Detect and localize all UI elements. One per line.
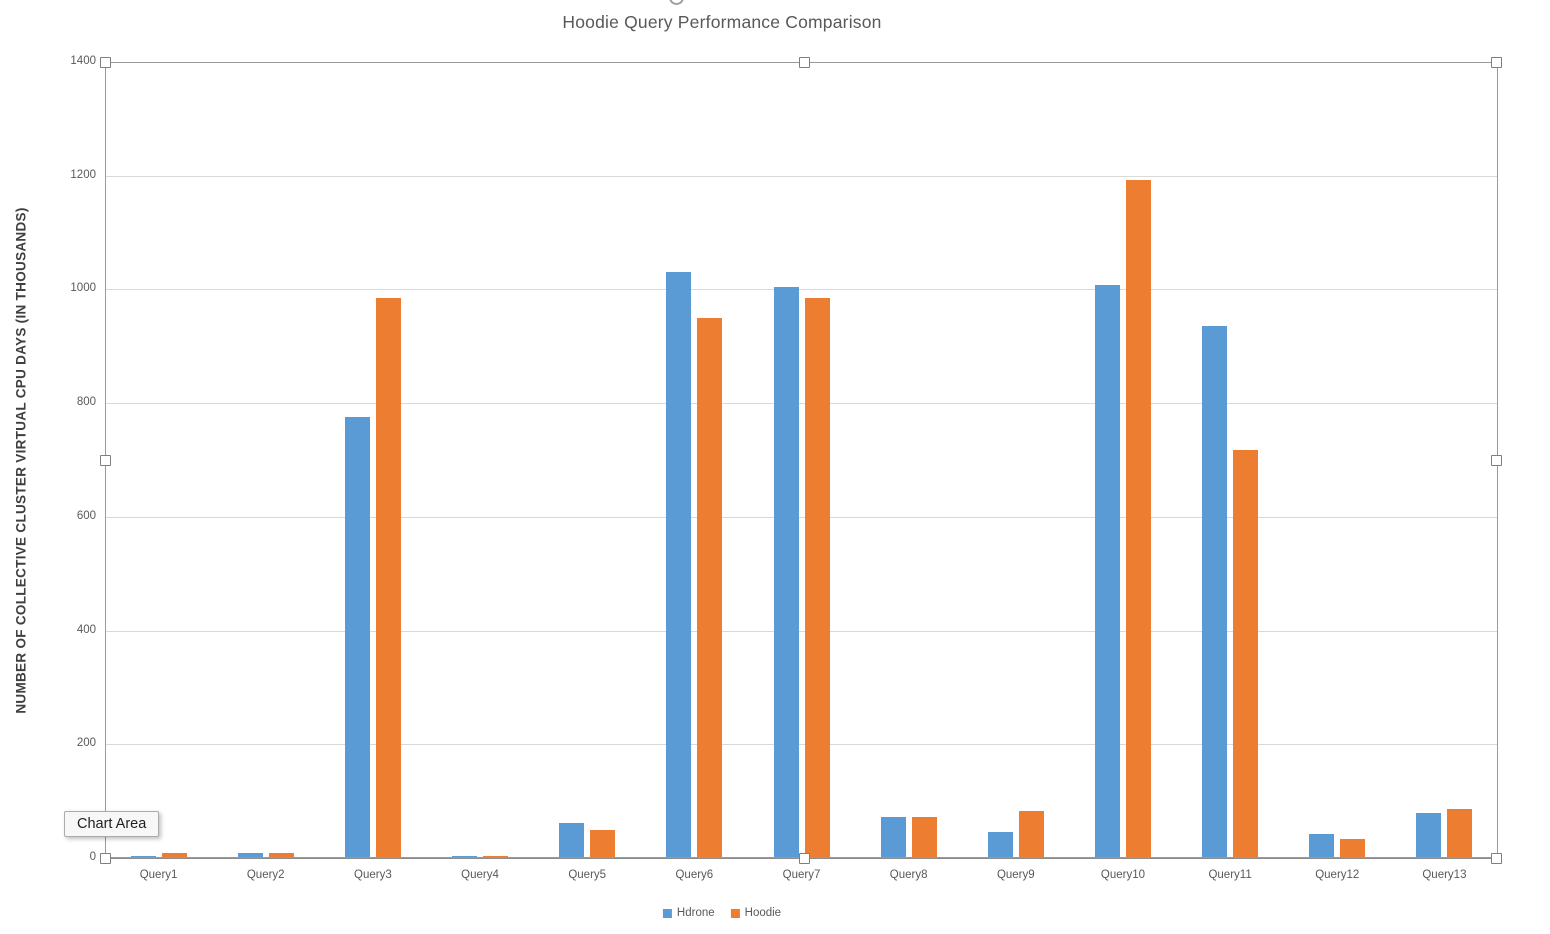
bar-hdrone-query3[interactable]	[344, 417, 370, 858]
legend-label: Hdrone	[676, 907, 715, 919]
y-tick-label: 0	[89, 851, 96, 863]
bar-hdrone-query2[interactable]	[237, 853, 263, 858]
bar-hoodie-query8[interactable]	[911, 816, 937, 858]
x-tick-label-query12: Query12	[1315, 869, 1360, 881]
bar-hdrone-query1[interactable]	[130, 855, 156, 858]
y-axis-title[interactable]: NUMBER OF COLLECTIVE CLUSTER VIRTUAL CPU…	[13, 207, 29, 714]
chart-area-tooltip: Chart Area	[64, 811, 160, 837]
y-tick-label: 1400	[70, 55, 96, 67]
bar-hoodie-query11[interactable]	[1233, 450, 1259, 858]
bar-hoodie-query3[interactable]	[375, 297, 401, 858]
bar-hdrone-query5[interactable]	[559, 822, 585, 858]
y-tick-label: 400	[76, 623, 96, 636]
selection-handle[interactable]	[99, 852, 111, 864]
legend-swatch-icon	[730, 908, 740, 918]
chart-title[interactable]: Hoodie Query Performance Comparison	[562, 12, 882, 32]
bar-hoodie-query10[interactable]	[1125, 179, 1151, 858]
x-tick-label-query13: Query13	[1422, 869, 1467, 881]
legend-label: Hoodie	[744, 907, 782, 919]
bar-hdrone-query8[interactable]	[880, 816, 906, 858]
bar-hoodie-query6[interactable]	[697, 317, 723, 858]
x-tick-label-query6: Query6	[675, 869, 714, 881]
bar-hoodie-query1[interactable]	[161, 853, 187, 858]
bar-hdrone-query9[interactable]	[987, 831, 1013, 858]
y-tick-label: 600	[76, 509, 96, 522]
gridline	[105, 403, 1498, 405]
x-tick-label-query5: Query5	[568, 869, 607, 881]
bar-hoodie-query12[interactable]	[1340, 839, 1366, 858]
bar-hoodie-query7[interactable]	[804, 297, 830, 858]
gridline	[105, 516, 1498, 518]
x-tick-label-query2: Query2	[246, 869, 285, 881]
bar-hdrone-query11[interactable]	[1202, 326, 1228, 858]
x-tick-label-query8: Query8	[889, 869, 928, 881]
y-tick-label: 800	[76, 396, 96, 409]
legend-swatch-icon	[662, 908, 672, 918]
legend-item-hoodie[interactable]: Hoodie	[730, 907, 782, 919]
x-tick-label-query7: Query7	[782, 869, 821, 881]
bar-hoodie-query2[interactable]	[268, 853, 294, 858]
legend[interactable]: Hdrone Hoodie	[662, 907, 782, 919]
selection-handle[interactable]	[99, 56, 111, 68]
y-tick-label: 200	[76, 737, 96, 750]
selection-handle[interactable]	[1490, 454, 1502, 466]
bar-hdrone-query10[interactable]	[1094, 285, 1120, 858]
gridline	[105, 744, 1498, 746]
y-tick-label: 1200	[70, 168, 96, 181]
x-tick-label-query3: Query3	[354, 869, 392, 881]
y-tick-label: 1000	[70, 282, 96, 295]
selection-handle[interactable]	[1490, 852, 1502, 864]
x-tick-label-query11: Query11	[1208, 869, 1252, 881]
selection-handle[interactable]	[799, 852, 810, 864]
bar-hoodie-query13[interactable]	[1447, 808, 1473, 858]
rotation-handle[interactable]	[669, 0, 684, 5]
bar-hdrone-query12[interactable]	[1309, 834, 1335, 858]
gridline	[105, 289, 1498, 291]
gridline	[105, 175, 1498, 177]
bar-hoodie-query4[interactable]	[483, 855, 509, 858]
x-tick-label-query1: Query1	[139, 869, 178, 881]
legend-item-hdrone[interactable]: Hdrone	[662, 907, 715, 919]
bar-hdrone-query6[interactable]	[666, 272, 692, 858]
selection-handle[interactable]	[99, 454, 111, 466]
x-tick-label-query10: Query10	[1100, 869, 1145, 881]
bar-hdrone-query7[interactable]	[773, 286, 799, 858]
bar-hdrone-query4[interactable]	[452, 855, 478, 858]
plot-area[interactable]	[105, 62, 1498, 859]
gridline	[105, 630, 1498, 632]
selection-handle[interactable]	[799, 56, 810, 68]
selection-handle[interactable]	[1490, 56, 1502, 68]
bar-hoodie-query5[interactable]	[590, 829, 616, 858]
x-tick-label-query4: Query4	[461, 869, 499, 881]
bar-hoodie-query9[interactable]	[1018, 810, 1044, 858]
bar-hdrone-query13[interactable]	[1416, 812, 1442, 858]
x-tick-label-query9: Query9	[996, 869, 1035, 881]
